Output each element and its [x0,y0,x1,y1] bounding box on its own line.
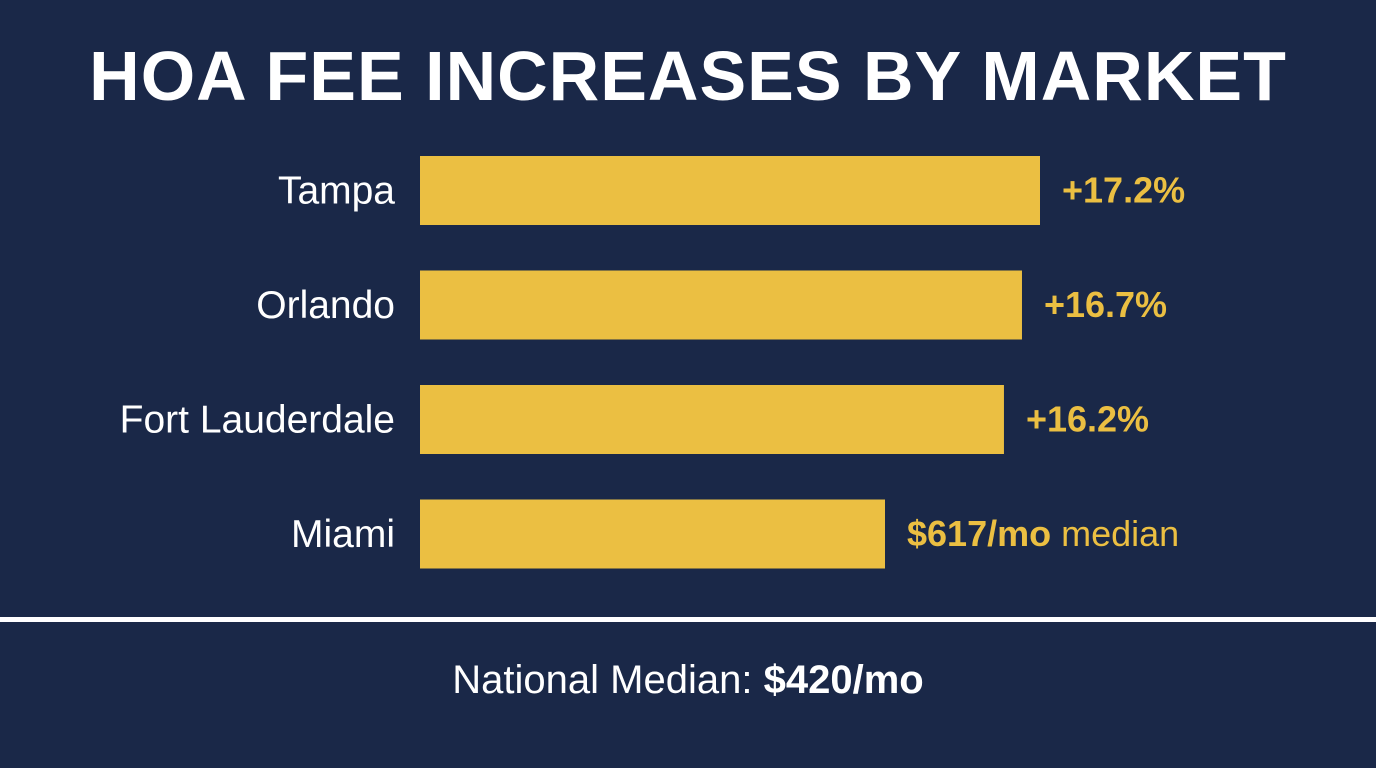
national-median-footer: National Median: $420/mo [0,658,1376,703]
divider [0,617,1376,622]
bar-orlando [420,270,1022,340]
chart-title: HOA FEE INCREASES BY MARKET [89,37,1287,115]
bar-fort-lauderdale [420,385,1004,454]
category-label: Orlando [256,284,395,327]
footer-label: National Median: [452,658,764,702]
data-label: +16.7% [1044,284,1167,325]
category-label: Miami [291,513,395,556]
data-label-value: +17.2% [1062,170,1185,211]
data-label-value: +16.2% [1026,399,1149,440]
data-label-suffix: median [1051,513,1179,554]
category-label: Fort Lauderdale [120,399,395,442]
category-label: Tampa [278,170,395,213]
data-label: +17.2% [1062,170,1185,211]
bar-tampa [420,156,1040,225]
data-label: +16.2% [1026,399,1149,440]
data-label-value: +16.7% [1044,284,1167,325]
data-label: $617/mo median [907,513,1179,554]
data-label-value: $617/mo [907,513,1051,554]
bar-miami [420,499,885,569]
footer-value: $420/mo [763,658,924,702]
